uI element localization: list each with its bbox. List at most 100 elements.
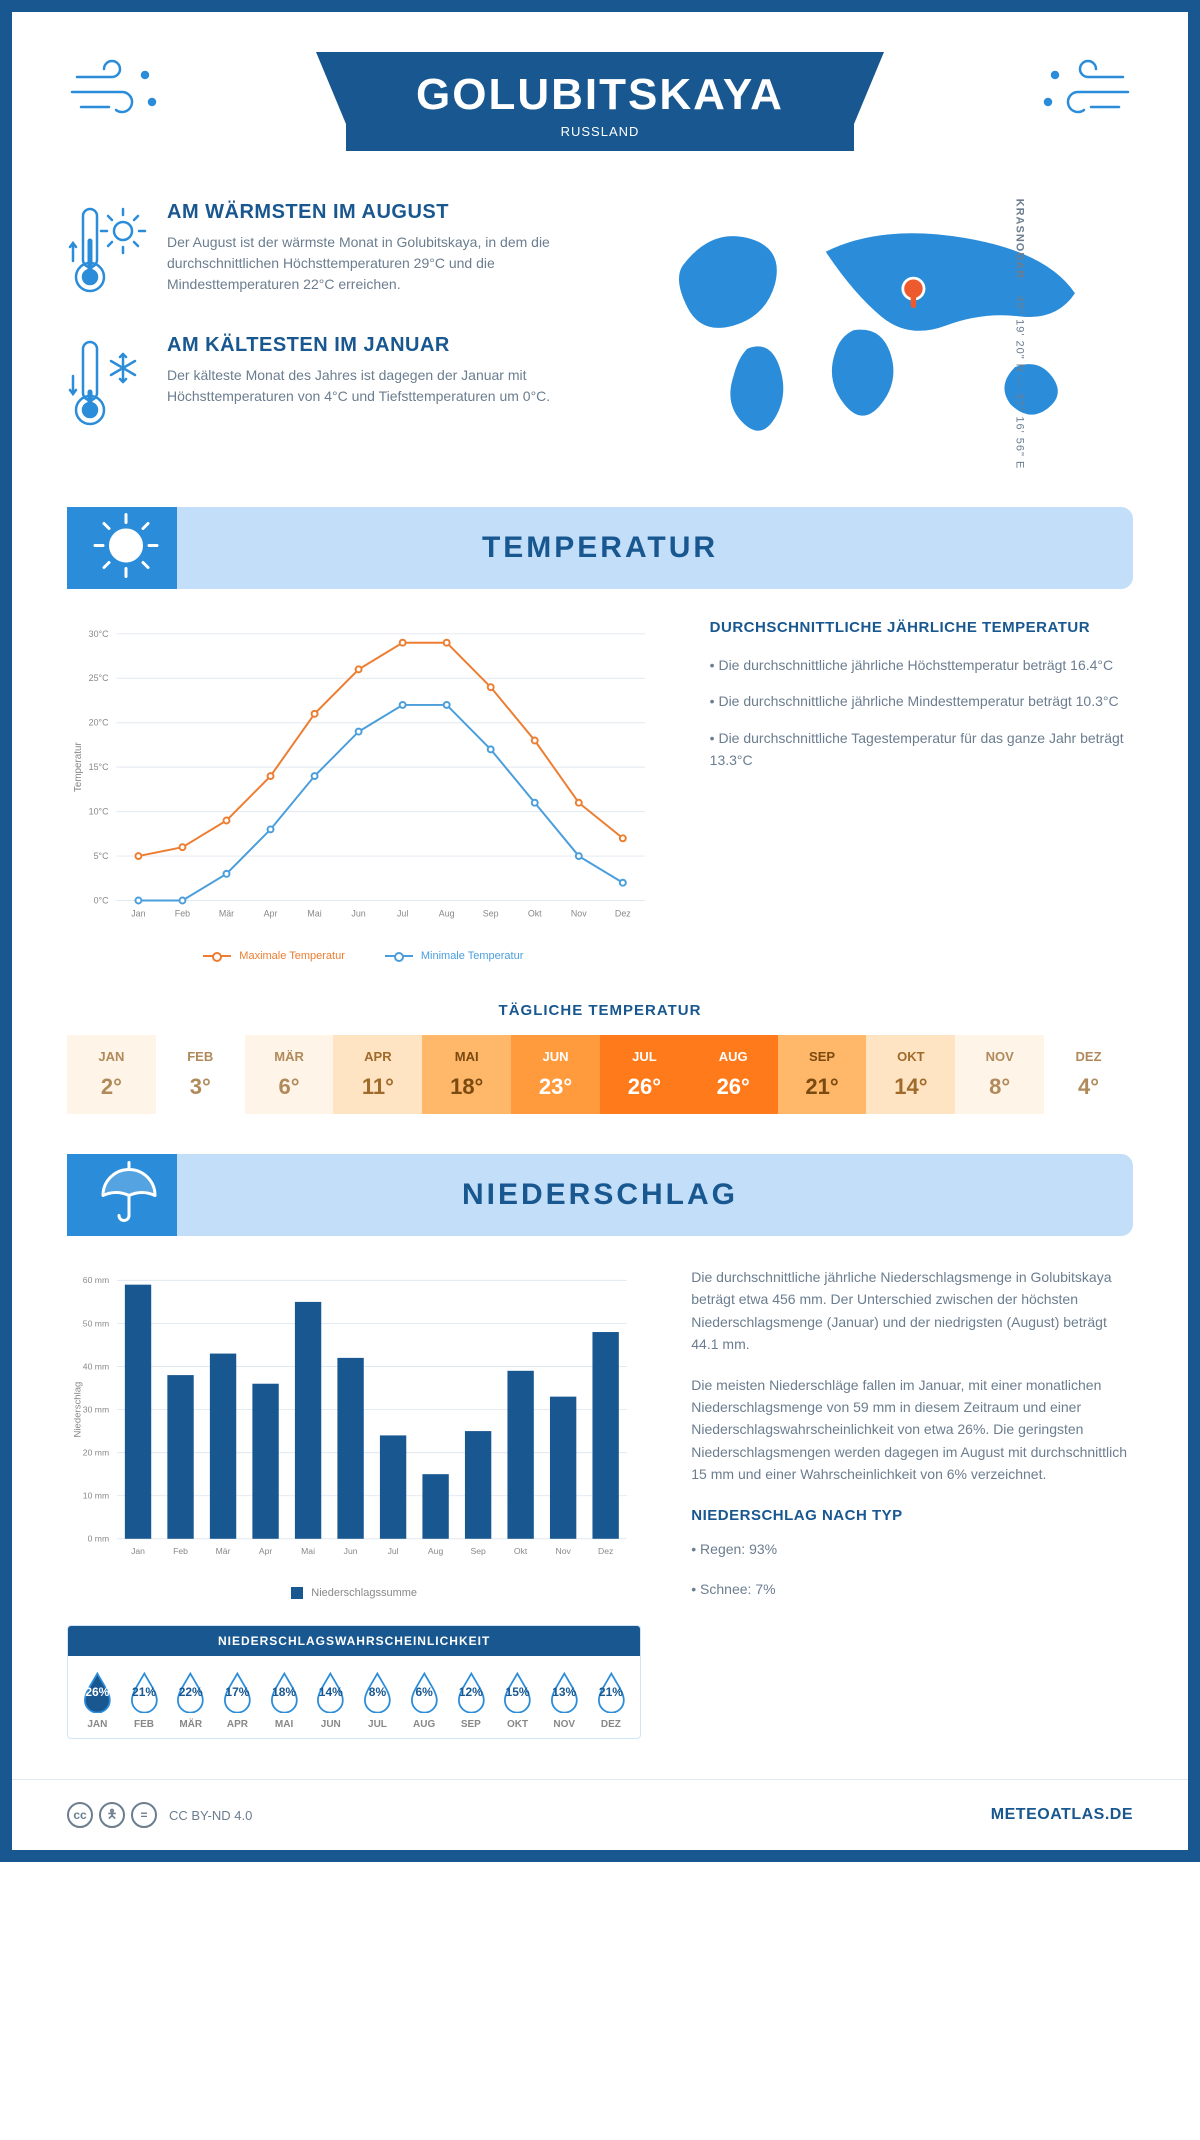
prob-month: MAI (263, 1719, 306, 1730)
precip-para-2: Die meisten Niederschläge fallen im Janu… (691, 1374, 1133, 1486)
title-banner: GOLUBITSKAYA RUSSLAND (346, 52, 854, 151)
prob-cell: 18% MAI (263, 1670, 306, 1730)
thermometer-sun-icon (67, 201, 147, 306)
daily-cell: APR 11° (333, 1035, 422, 1114)
daily-month: DEZ (1044, 1049, 1133, 1064)
raindrop-icon: 6% (403, 1670, 446, 1713)
temp-section: 0°C5°C10°C15°C20°C25°C30°CJanFebMärAprMa… (12, 619, 1188, 1154)
prob-month: JUN (309, 1719, 352, 1730)
raindrop-icon: 21% (590, 1670, 633, 1713)
daily-cell: JUN 23° (511, 1035, 600, 1114)
svg-text:Niederschlag: Niederschlag (72, 1382, 83, 1438)
footer: cc 🯅 = CC BY-ND 4.0 METEOATLAS.DE (12, 1779, 1188, 1850)
daily-month: FEB (156, 1049, 245, 1064)
raindrop-icon: 22% (169, 1670, 212, 1713)
raindrop-icon: 13% (543, 1670, 586, 1713)
prob-value: 13% (552, 1685, 576, 1699)
page-title: GOLUBITSKAYA (416, 70, 784, 120)
cc-icon: cc (67, 1802, 93, 1828)
infographic-page: GOLUBITSKAYA RUSSLAND (0, 0, 1200, 1862)
temp-stats: DURCHSCHNITTLICHE JÄHRLICHE TEMPERATUR •… (710, 619, 1133, 962)
daily-month: MÄR (245, 1049, 334, 1064)
daily-value: 26° (689, 1074, 778, 1100)
daily-cell: MAI 18° (422, 1035, 511, 1114)
svg-text:25°C: 25°C (89, 673, 109, 683)
svg-text:Dez: Dez (615, 908, 631, 918)
header: GOLUBITSKAYA RUSSLAND (12, 12, 1188, 181)
daily-month: AUG (689, 1049, 778, 1064)
prob-month: NOV (543, 1719, 586, 1730)
prob-cell: 26% JAN (76, 1670, 119, 1730)
svg-text:20°C: 20°C (89, 718, 109, 728)
prob-month: OKT (496, 1719, 539, 1730)
license-text: CC BY-ND 4.0 (169, 1808, 252, 1823)
svg-text:30 mm: 30 mm (83, 1405, 109, 1415)
precip-banner: NIEDERSCHLAG (67, 1154, 1133, 1236)
prob-cell: 21% FEB (123, 1670, 166, 1730)
raindrop-icon: 8% (356, 1670, 399, 1713)
cc-icons: cc 🯅 = (67, 1802, 157, 1828)
temp-bullet-0: • Die durchschnittliche jährliche Höchst… (710, 654, 1133, 676)
umbrella-icon (91, 1158, 161, 1233)
prob-month: APR (216, 1719, 259, 1730)
daily-cell: NOV 8° (955, 1035, 1044, 1114)
temp-legend: Maximale Temperatur Minimale Temperatur (67, 950, 660, 962)
prob-month: MÄR (169, 1719, 212, 1730)
svg-text:10 mm: 10 mm (83, 1491, 109, 1501)
svg-text:Sep: Sep (470, 1546, 486, 1556)
prob-cell: 13% NOV (543, 1670, 586, 1730)
legend-max: Maximale Temperatur (239, 950, 345, 962)
temp-bullet-2: • Die durchschnittliche Tagestemperatur … (710, 727, 1133, 772)
precip-type-1: • Schnee: 7% (691, 1578, 1133, 1600)
daily-cell: DEZ 4° (1044, 1035, 1133, 1114)
daily-value: 2° (67, 1074, 156, 1100)
svg-text:10°C: 10°C (89, 807, 109, 817)
svg-text:Jul: Jul (388, 1546, 399, 1556)
raindrop-icon: 17% (216, 1670, 259, 1713)
coordinates: KRASNODAR 45° 19' 20" N — 37° 16' 56" E (1014, 199, 1026, 470)
site-name: METEOATLAS.DE (991, 1806, 1133, 1824)
prob-value: 26% (85, 1685, 109, 1699)
wind-icon (1033, 57, 1133, 127)
daily-month: JUL (600, 1049, 689, 1064)
fact-cold-body: Der kälteste Monat des Jahres ist dagege… (167, 365, 580, 407)
svg-text:Mär: Mär (216, 1546, 231, 1556)
daily-cell: FEB 3° (156, 1035, 245, 1114)
raindrop-icon: 15% (496, 1670, 539, 1713)
daily-temp: TÄGLICHE TEMPERATUR JAN 2° FEB 3° MÄR 6°… (67, 1002, 1133, 1114)
raindrop-icon: 26% (76, 1670, 119, 1713)
svg-text:Okt: Okt (528, 908, 542, 918)
prob-cell: 8% JUL (356, 1670, 399, 1730)
prob-value: 6% (415, 1685, 432, 1699)
svg-text:Aug: Aug (439, 908, 455, 918)
prob-cell: 15% OKT (496, 1670, 539, 1730)
prob-value: 17% (225, 1685, 249, 1699)
svg-text:15°C: 15°C (89, 762, 109, 772)
prob-value: 21% (599, 1685, 623, 1699)
daily-value: 8° (955, 1074, 1044, 1100)
daily-cell: AUG 26° (689, 1035, 778, 1114)
svg-text:Feb: Feb (173, 1546, 188, 1556)
prob-cell: 12% SEP (450, 1670, 493, 1730)
temp-bullet-1: • Die durchschnittliche jährliche Mindes… (710, 690, 1133, 712)
temp-banner: TEMPERATUR (67, 507, 1133, 589)
nd-icon: = (131, 1802, 157, 1828)
svg-text:Nov: Nov (571, 908, 587, 918)
daily-cell: OKT 14° (866, 1035, 955, 1114)
daily-month: MAI (422, 1049, 511, 1064)
prob-month: FEB (123, 1719, 166, 1730)
svg-text:Mai: Mai (307, 908, 321, 918)
sun-icon (91, 511, 161, 586)
raindrop-icon: 14% (309, 1670, 352, 1713)
prob-value: 21% (132, 1685, 156, 1699)
daily-cell: JUL 26° (600, 1035, 689, 1114)
daily-value: 6° (245, 1074, 334, 1100)
svg-text:0°C: 0°C (94, 895, 109, 905)
svg-text:Dez: Dez (598, 1546, 613, 1556)
map-column: KRASNODAR 45° 19' 20" N — 37° 16' 56" E (620, 201, 1133, 467)
svg-text:40 mm: 40 mm (83, 1361, 109, 1371)
precip-section-title: NIEDERSCHLAG (97, 1178, 1103, 1212)
svg-text:0 mm: 0 mm (88, 1534, 110, 1544)
prob-value: 12% (459, 1685, 483, 1699)
temp-line-chart: 0°C5°C10°C15°C20°C25°C30°CJanFebMärAprMa… (67, 619, 660, 962)
